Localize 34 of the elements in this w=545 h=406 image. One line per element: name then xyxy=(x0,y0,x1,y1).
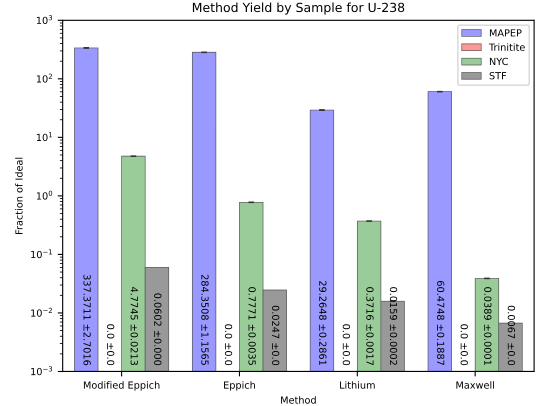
y-axis-title: Fraction of Ideal xyxy=(15,158,23,234)
data-label: 4.7745 ±0.0213 xyxy=(130,287,138,366)
y-tick-label: 10$^{−2}$ xyxy=(31,308,52,317)
y-tick-label: 10$^{2}$ xyxy=(36,74,52,83)
data-label: 284.3508 ±1.1565 xyxy=(201,274,209,365)
y-tick-label: 10$^{0}$ xyxy=(36,190,52,200)
data-label: 60.4748 ±0.1887 xyxy=(436,281,444,365)
y-tick-label: 10$^{3}$ xyxy=(36,15,52,24)
y-tick-label: 10$^{−1}$ xyxy=(31,249,52,258)
text: 0.0 ±0.0 xyxy=(106,324,114,366)
data-label: 0.0389 ±0.0001 xyxy=(484,287,492,365)
data-label: 0.7771 ±0.0035 xyxy=(248,287,256,365)
legend-label: NYC xyxy=(490,58,508,66)
chart-title: Method Yield by Sample for U-238 xyxy=(192,2,404,15)
text: 0.0 ±0.0 xyxy=(342,324,350,366)
data-label: 0.3716 ±0.0017 xyxy=(366,287,374,365)
y-tick-label: 10$^{1}$ xyxy=(36,132,52,142)
x-tick-label: Eppich xyxy=(224,381,255,391)
x-tick-label: Maxwell xyxy=(456,381,494,389)
text: 0.0 ±0.0 xyxy=(460,324,468,366)
data-label: 0.0247 ±0.0 xyxy=(272,306,280,366)
data-label: 337.3711 ±2.7016 xyxy=(83,274,91,366)
text: 0.0 ±0.0 xyxy=(224,324,232,366)
legend-label: Trinitite xyxy=(488,43,525,51)
x-tick-label: Modified Eppich xyxy=(84,381,160,391)
y-tick-label: 10$^{−3}$ xyxy=(31,366,52,376)
x-axis-title: Method xyxy=(281,396,316,404)
legend-label: STF xyxy=(490,72,506,80)
data-label: 0.0067 ±0.0 xyxy=(508,306,516,366)
x-tick-label: Lithium xyxy=(340,381,375,389)
legend-label: MAPEP xyxy=(490,29,522,36)
data-label: 29.2648 ±0.2861 xyxy=(319,281,326,365)
data-label: 0.0602 ±0.000 xyxy=(154,293,162,366)
data-label: 0.0159 ±0.0002 xyxy=(390,287,398,365)
